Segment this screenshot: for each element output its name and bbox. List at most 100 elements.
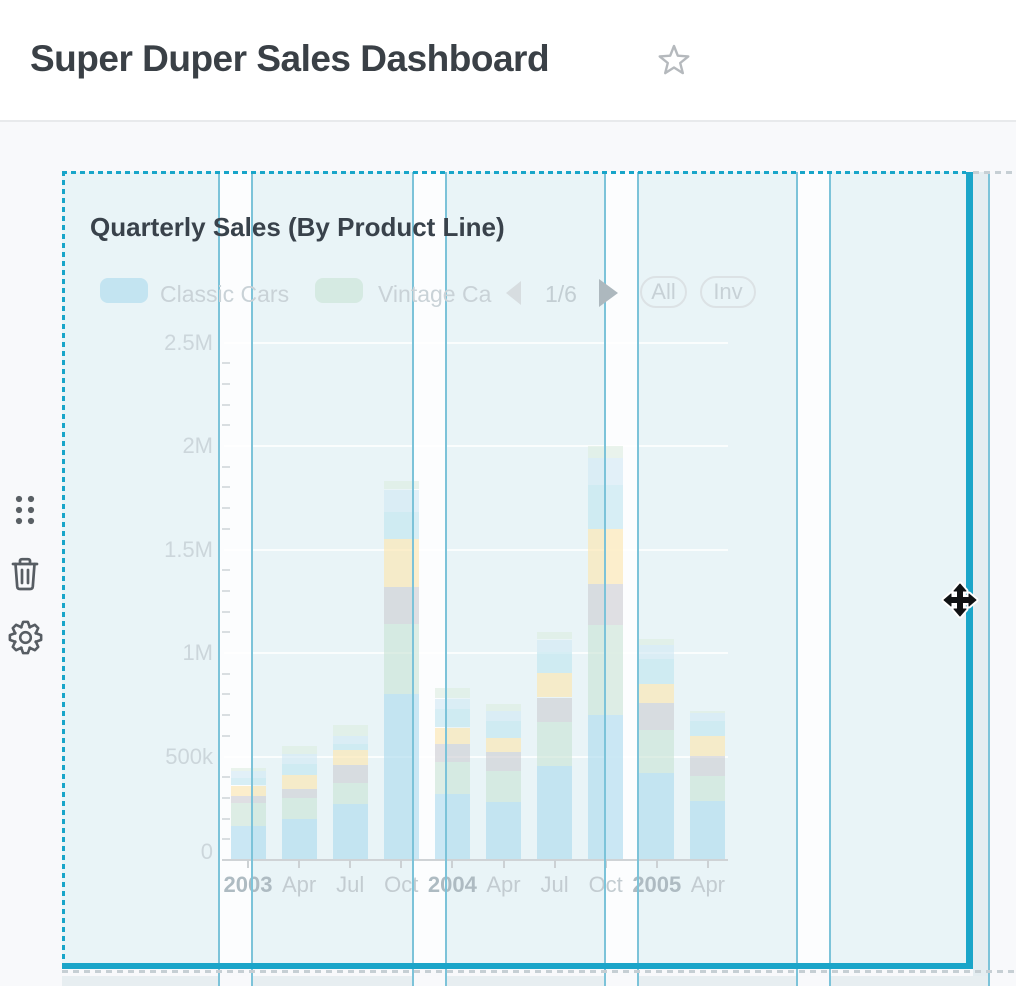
- bar-segment-Apr-s6[interactable]: [486, 703, 521, 711]
- y-axis-minor-tick: [222, 424, 230, 427]
- bar-segment-Apr-s0[interactable]: [486, 802, 521, 860]
- bar-segment-2004-s3[interactable]: [434, 727, 470, 745]
- legend-invert-button[interactable]: Inv: [700, 276, 756, 308]
- y-axis-minor-tick: [222, 776, 230, 779]
- bar-segment-Jul-s4[interactable]: [332, 744, 368, 751]
- trash-icon[interactable]: [9, 555, 41, 593]
- bar-segment-Apr-s2[interactable]: [486, 752, 521, 771]
- bar-segment-2003-s0[interactable]: [230, 825, 266, 860]
- bar-segment-2005-s0[interactable]: [639, 773, 675, 860]
- bar-segment-2003-s5[interactable]: [230, 771, 266, 779]
- bar-segment-Jul-s0[interactable]: [332, 804, 368, 860]
- bar-segment-Apr-s4[interactable]: [486, 721, 521, 738]
- bar-segment-Jul-s2[interactable]: [332, 764, 368, 784]
- card-resize-edge-bottom[interactable]: [62, 963, 973, 969]
- bar-segment-2004-s1[interactable]: [434, 761, 470, 794]
- bar-segment-Oct-s6[interactable]: [383, 481, 419, 490]
- legend-pager-prev-icon[interactable]: [506, 281, 521, 305]
- bar-segment-Jul-s3[interactable]: [332, 750, 368, 765]
- legend-swatch-classic-cars[interactable]: [100, 278, 148, 303]
- bar-segment-2005-s2[interactable]: [639, 702, 675, 730]
- y-axis-minor-tick: [222, 672, 230, 675]
- bar-segment-Apr-s6[interactable]: [281, 746, 317, 755]
- bar-segment-2003-s1[interactable]: [230, 803, 266, 826]
- grid-cell-below: [252, 976, 412, 986]
- x-axis-tick: [553, 860, 556, 868]
- card-resize-edge-right[interactable]: [966, 172, 973, 969]
- bar-segment-Jul-s5[interactable]: [332, 735, 368, 745]
- y-axis-minor-tick: [222, 714, 230, 717]
- settings-gear-icon[interactable]: [7, 619, 44, 656]
- header-divider: [0, 120, 1016, 122]
- bar-segment-Apr-s4[interactable]: [690, 721, 726, 736]
- bar-segment-2005-s6[interactable]: [639, 638, 675, 645]
- bar-segment-Apr-s3[interactable]: [281, 775, 317, 789]
- legend-pager-next-icon[interactable]: [599, 279, 618, 307]
- bar-segment-2004-s6[interactable]: [434, 688, 470, 699]
- bar-segment-2005-s5[interactable]: [639, 644, 675, 660]
- bar-segment-Jul-s6[interactable]: [332, 725, 368, 736]
- grid-column-partial: [973, 172, 988, 986]
- card-selection-border-top: [62, 171, 966, 174]
- bar-segment-2003-s6[interactable]: [230, 767, 266, 771]
- bar-segment-Apr-s5[interactable]: [281, 754, 317, 764]
- bar-segment-Apr-s3[interactable]: [486, 737, 521, 753]
- x-axis-line: [222, 859, 728, 861]
- y-axis-label: 1.5M: [164, 536, 213, 562]
- bar-segment-Apr-s0[interactable]: [281, 818, 317, 860]
- x-axis-tick: [247, 860, 249, 868]
- legend-pager-indicator: 1/6: [545, 281, 577, 307]
- bar-segment-Jul-s3[interactable]: [537, 672, 573, 698]
- bar-segment-Apr-s5[interactable]: [690, 713, 726, 722]
- bar-segment-2005-s3[interactable]: [639, 684, 675, 703]
- y-axis-minor-tick: [222, 838, 230, 841]
- x-axis-label: Apr: [281, 872, 317, 897]
- bar-segment-2005-s4[interactable]: [639, 659, 675, 684]
- legend-swatch-vintage-cars[interactable]: [315, 278, 363, 303]
- bar-segment-Apr-s2[interactable]: [690, 756, 726, 777]
- y-axis-minor-tick: [222, 382, 230, 385]
- bar-segment-Apr-s4[interactable]: [281, 763, 317, 776]
- x-axis-tick: [451, 860, 454, 868]
- card-selection-border-left: [62, 171, 65, 969]
- bar-segment-Jul-s5[interactable]: [537, 639, 573, 652]
- drag-handle-icon[interactable]: [13, 493, 37, 527]
- y-axis-minor-tick: [222, 610, 230, 613]
- bar-segment-Apr-s1[interactable]: [690, 776, 726, 801]
- favorite-star-icon[interactable]: [656, 42, 692, 78]
- bar-segment-2004-s5[interactable]: [434, 698, 470, 709]
- bar-segment-Jul-s2[interactable]: [537, 697, 573, 723]
- bar-segment-Jul-s6[interactable]: [537, 632, 573, 640]
- bar-segment-Oct-s5[interactable]: [383, 489, 419, 513]
- bar-segment-Apr-s1[interactable]: [486, 771, 521, 802]
- bar-segment-Apr-s3[interactable]: [690, 736, 726, 757]
- grid-column-gap: [797, 172, 830, 963]
- bar-segment-2004-s0[interactable]: [434, 793, 470, 860]
- legend-select-all-button[interactable]: All: [640, 276, 687, 308]
- legend-label-vintage-cars[interactable]: Vintage Ca: [378, 281, 492, 307]
- y-axis-label: 1M: [182, 640, 213, 665]
- grid-column-line: [988, 172, 990, 986]
- bar-segment-2003-s4[interactable]: [230, 778, 266, 786]
- bar-segment-Jul-s1[interactable]: [332, 783, 368, 805]
- bar-segment-2004-s2[interactable]: [434, 744, 470, 762]
- bar-segment-Apr-s2[interactable]: [281, 788, 317, 798]
- x-axis-tick: [655, 860, 658, 868]
- x-axis-tick: [400, 860, 403, 868]
- bar-segment-2004-s4[interactable]: [434, 708, 470, 728]
- bar-segment-2003-s3[interactable]: [230, 785, 266, 796]
- bar-segment-Apr-s5[interactable]: [486, 711, 521, 722]
- bar-segment-Apr-s1[interactable]: [281, 797, 317, 819]
- legend-label-classic-cars[interactable]: Classic Cars: [160, 281, 290, 307]
- bar-segment-Jul-s4[interactable]: [537, 652, 573, 673]
- bar-segment-Jul-s1[interactable]: [537, 722, 573, 766]
- bar-segment-2005-s1[interactable]: [639, 729, 675, 774]
- x-axis-label: 2004: [427, 872, 477, 897]
- bar-segment-Jul-s0[interactable]: [537, 765, 573, 860]
- gridline: [224, 341, 728, 344]
- bar-segment-Apr-s0[interactable]: [690, 801, 726, 860]
- y-axis-label: 2M: [182, 433, 213, 458]
- y-axis-minor-tick: [222, 796, 230, 799]
- bar-segment-2003-s2[interactable]: [230, 795, 266, 803]
- bar-segment-Apr-s6[interactable]: [690, 711, 726, 714]
